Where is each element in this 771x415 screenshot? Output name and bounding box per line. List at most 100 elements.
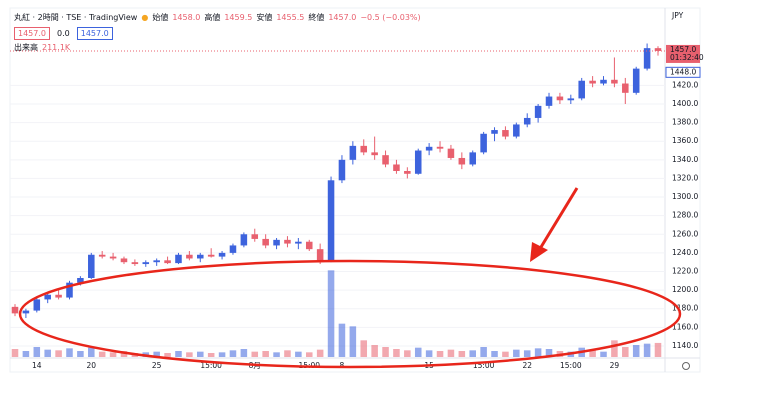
candle-body [371,152,378,156]
ohlc-label: 高値 [204,12,221,22]
volume-bar [164,353,171,357]
buy-button[interactable]: 1457.0 [76,26,113,40]
volume-bar [55,350,62,357]
volume-bar [349,326,357,357]
volume-bar [622,347,629,357]
volume-bar [22,351,30,357]
volume-bar [207,353,215,357]
volume-bar [229,350,237,357]
volume-bar [88,347,95,357]
volume-bar [643,343,651,357]
volume-bar [44,349,51,357]
candle-body [120,258,128,263]
ohlc-label: 安値 [256,12,273,22]
y-tick-label: 1380.0 [672,118,698,127]
volume-bar [66,348,73,357]
volume-bar [33,347,41,357]
candle-body [327,180,335,261]
candle-body [643,48,651,69]
settings-icon[interactable] [682,362,690,370]
volume-bar [469,350,476,357]
price-badge-label: 1457.0 [670,45,696,54]
candle-body [240,234,248,246]
candle-body [349,145,357,160]
volume-bar [513,349,520,357]
volume-bar [262,351,269,357]
x-tick-label: 25 [152,361,162,370]
candle-body [229,245,237,253]
volume-bar [120,351,128,357]
candle-body [632,68,640,93]
candle-body [404,170,411,174]
volume-bar [523,350,531,357]
volume-bar [197,351,204,357]
ohlc-label: 終値 [308,12,325,22]
y-tick-label: 1200.0 [672,285,698,294]
candle-body [186,254,193,259]
candle-body [109,256,117,259]
candle-body [502,130,509,137]
ohlc-value: 1459.5 [224,12,253,22]
volume-bar [305,352,313,357]
volume-value: 211.1K [42,42,71,52]
candle-body [425,146,433,151]
prev-price-label: 1448.0 [670,67,696,76]
volume-bar [240,349,248,357]
volume-bar [360,340,368,357]
y-tick-label: 1260.0 [672,229,698,238]
volume-bar [404,350,411,357]
y-tick-label: 1220.0 [672,266,698,275]
volume-bar [11,349,19,357]
volume-bar [436,351,444,357]
ohlc-value: 1457.0 [328,12,357,22]
candle-body [567,98,575,101]
candle-body [447,148,455,158]
volume-bar [589,350,596,357]
y-tick-label: 1300.0 [672,192,698,201]
volume-bar [632,345,640,357]
volume-bar [218,352,226,357]
y-tick-label: 1360.0 [672,136,698,145]
candle-body [305,241,313,250]
volume-bar [458,351,466,357]
volume-bar [545,349,553,357]
candle-body [578,80,585,99]
volume-bar [382,347,389,357]
chart-frame [9,7,701,373]
volume-bar [109,352,117,357]
sell-button[interactable]: 1457.0 [14,26,50,40]
candle-body [262,238,269,246]
x-tick-label: 29 [610,361,620,370]
volume-bar [338,323,346,357]
volume-bar [295,351,302,357]
y-tick-label: 1140.0 [672,341,698,350]
ohlc-label: 始値 [152,12,169,22]
y-tick-label: 1420.0 [672,80,698,89]
candle-body [153,260,160,263]
volume-bar [98,351,106,357]
volume-bar [654,342,662,357]
candle-body [316,249,324,261]
x-tick-label: 8 [340,361,345,370]
x-tick-label: 20 [87,361,97,370]
volume-bar [327,270,335,357]
candle-body [175,254,182,264]
x-tick-label: 15:00 [473,361,495,370]
volume-bar [393,349,400,357]
candle-body [33,299,41,311]
x-tick-label: 14 [32,361,42,370]
candle-body [142,262,150,265]
header: 丸紅 · 2時間 · TSE · TradingView ● 始値 1458.0 高値 1… [14,12,421,52]
currency: JPY [671,11,684,20]
candle-body [611,79,618,84]
ohlc-value: 1458.0 [172,12,201,22]
candle-body [77,278,84,283]
y-tick-label: 1160.0 [672,322,698,331]
candle-body [338,159,346,181]
volume-bar [273,352,280,357]
candle-body [545,96,553,106]
candle-body [469,152,476,165]
candle-body [295,241,302,244]
